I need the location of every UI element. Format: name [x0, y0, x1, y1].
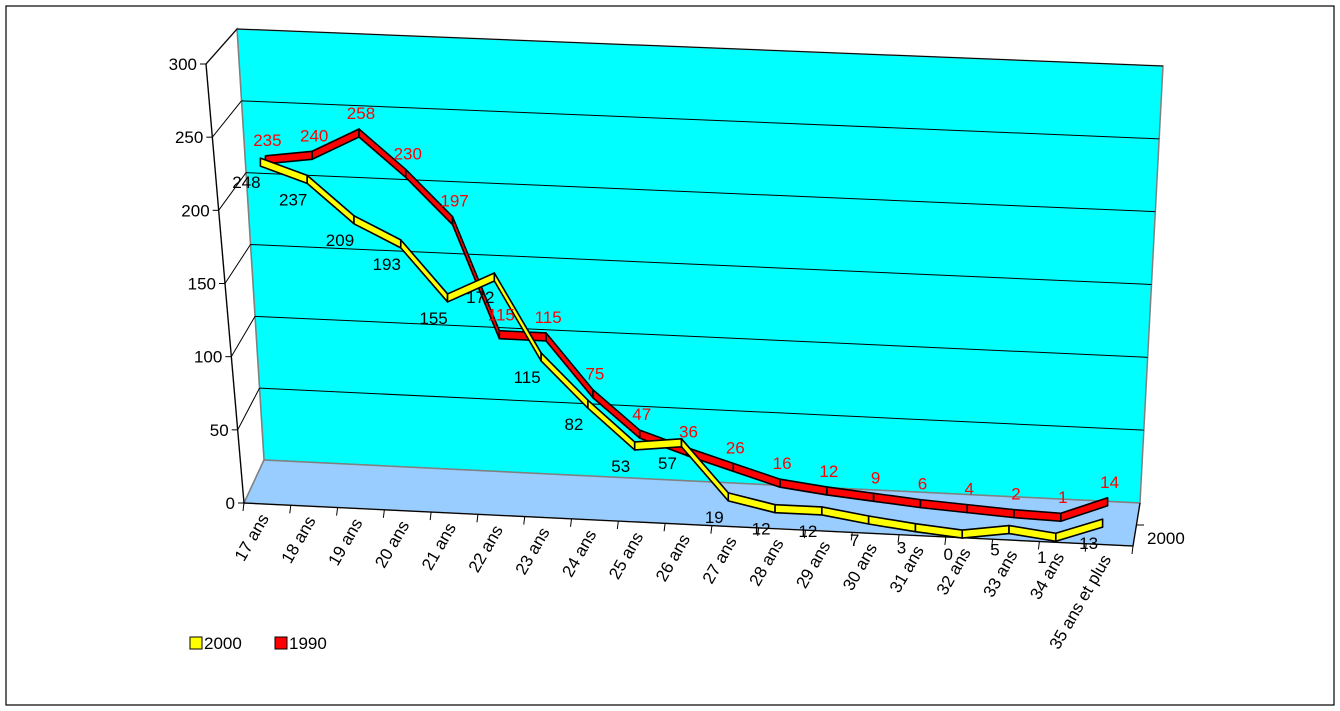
data-label-1990: 1 [1058, 488, 1067, 507]
x-tick-mark [382, 509, 385, 518]
data-label-1990: 47 [632, 405, 651, 424]
data-label-1990: 197 [440, 192, 468, 211]
x-tick-mark [850, 532, 853, 541]
data-label-1990: 14 [1100, 473, 1119, 492]
data-label-2000: 115 [514, 368, 541, 387]
data-label-1990: 16 [773, 454, 792, 473]
y-tick-label: 100 [194, 348, 222, 367]
series-2000-line [259, 157, 1104, 543]
gridline-back [259, 387, 1144, 431]
data-label-2000: 209 [326, 231, 354, 250]
data-label-1990: 2 [1011, 485, 1020, 504]
depth-axis-label: 2000 [1147, 529, 1185, 548]
data-label-1990: 6 [918, 475, 927, 494]
x-tick-mark [1037, 541, 1040, 550]
gridline-side [205, 28, 238, 65]
data-label-2000: 13 [1079, 534, 1098, 553]
legend-swatch-2000 [189, 636, 203, 650]
x-tick-mark [429, 511, 432, 521]
data-label-1990: 235 [253, 131, 281, 150]
data-label-1990: 240 [300, 126, 328, 145]
x-tick-mark [944, 536, 947, 546]
data-label-2000: 12 [752, 520, 771, 539]
gridline-side [218, 172, 247, 211]
data-label-1990: 36 [679, 422, 698, 441]
data-label-2000: 0 [944, 545, 953, 564]
gridlines [205, 28, 1164, 431]
y-axis-line [205, 63, 245, 504]
series-1990-segment [498, 329, 547, 342]
y-tick-label: 50 [210, 421, 229, 440]
series-1990-segment [1060, 496, 1109, 523]
data-label-2000: 1 [1037, 548, 1046, 567]
gridline-back [245, 172, 1156, 213]
x-tick-mark [476, 514, 479, 523]
y-tick-label: 0 [226, 494, 235, 513]
x-tick-mark [991, 539, 994, 548]
x-tick-mark [1131, 545, 1134, 555]
data-label-1990: 12 [819, 462, 838, 481]
depth-axis: 2000 [1132, 502, 1185, 548]
series-2000-segment [1055, 518, 1104, 543]
x-tick-mark [897, 534, 900, 543]
x-tick-mark [336, 507, 339, 516]
gridline-back [254, 315, 1148, 358]
legend-swatch-1990 [274, 636, 288, 650]
x-axis-line [243, 502, 1134, 547]
data-label-1990: 4 [965, 480, 974, 499]
data-label-2000: 57 [658, 454, 677, 473]
x-tick-mark [757, 527, 760, 536]
data-label-2000: 248 [232, 173, 260, 192]
y-tick-label: 300 [169, 55, 197, 74]
gridline-side [211, 100, 242, 138]
gridline-back [236, 28, 1164, 67]
data-label-2000: 155 [419, 309, 447, 328]
x-tick-mark [242, 502, 245, 512]
data-label-2000: 237 [279, 190, 307, 209]
y-tick-label: 200 [181, 201, 209, 220]
gridline-back [250, 244, 1152, 285]
x-tick-mark [803, 530, 806, 539]
data-label-2000: 3 [897, 539, 906, 558]
data-label-2000: 12 [798, 522, 817, 541]
series-2000-segment [774, 503, 823, 516]
x-tick-mark [570, 518, 573, 527]
data-label-2000: 7 [850, 531, 859, 550]
data-label-1990: 258 [347, 104, 375, 123]
y-tick-label: 150 [188, 275, 216, 294]
data-label-1990: 230 [394, 144, 422, 163]
data-label-2000: 193 [373, 255, 401, 274]
legend-label-2000: 2000 [204, 634, 242, 653]
gridline-back [241, 100, 1160, 140]
x-tick-mark [616, 521, 619, 530]
data-label-1990: 115 [535, 308, 562, 327]
x-tick-mark [1084, 543, 1087, 552]
gridline-side [224, 244, 251, 284]
y-tick-label: 250 [175, 128, 203, 147]
data-label-2000: 172 [466, 288, 494, 307]
data-labels-1990: 235 240 258 230 197 115 115 75 47 36 26 16 12 9 6 4 2 1 14 [253, 104, 1119, 507]
data-label-1990: 115 [488, 306, 515, 325]
data-label-1990: 75 [585, 365, 604, 384]
data-label-2000: 53 [611, 457, 630, 476]
data-label-2000: 5 [990, 541, 999, 560]
x-tick-mark [523, 516, 526, 525]
x-tick-mark [663, 523, 666, 532]
data-label-2000: 19 [705, 508, 724, 527]
y-axis: 0 50 100 150 200 250 300 [169, 55, 245, 513]
x-tick-mark [289, 505, 292, 514]
x-tick-mark [710, 525, 713, 534]
legend: 2000 1990 [189, 634, 327, 653]
data-label-1990: 9 [871, 468, 880, 487]
data-label-1990: 26 [726, 438, 745, 457]
gridline-side [237, 387, 260, 431]
gridline-side [230, 316, 256, 357]
legend-label-1990: 1990 [289, 634, 327, 653]
series-1990-line [264, 128, 1109, 523]
data-label-2000: 82 [564, 415, 583, 434]
